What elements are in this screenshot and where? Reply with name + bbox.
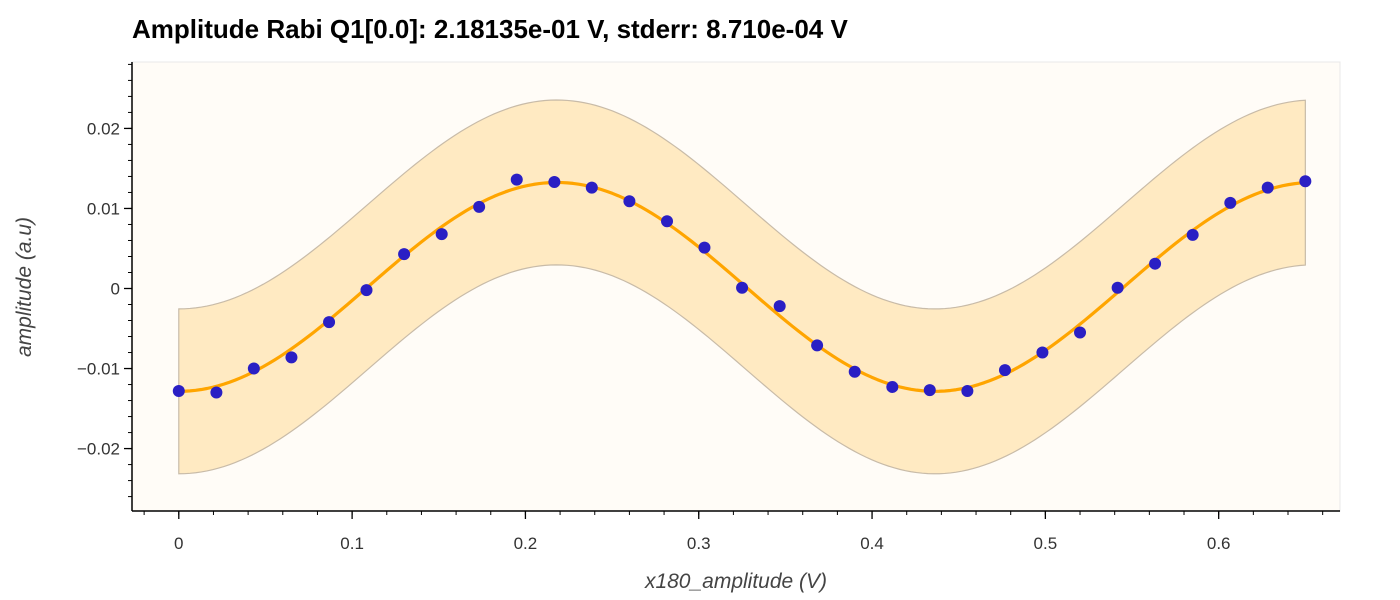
x-axis-label: x180_amplitude (V) bbox=[644, 570, 827, 593]
data-point bbox=[1261, 181, 1274, 194]
data-point bbox=[247, 362, 260, 375]
y-tick-label: 0.01 bbox=[87, 199, 120, 218]
data-point bbox=[360, 284, 373, 297]
data-point bbox=[811, 339, 824, 352]
y-tick-label: −0.02 bbox=[77, 440, 120, 459]
data-point bbox=[435, 228, 448, 241]
data-point bbox=[1224, 196, 1237, 209]
data-point bbox=[1111, 281, 1124, 294]
x-tick-label: 0.3 bbox=[687, 534, 711, 553]
data-point bbox=[323, 316, 336, 329]
y-tick-label: 0.02 bbox=[87, 119, 120, 138]
data-points-layer bbox=[172, 173, 1312, 399]
axes-layer: 0 0.1 0.2 0.3 0.4 0.5 0.6 0.02 0.01 0 −0.01 −0.02 bbox=[77, 62, 1340, 553]
x-tick-label: 0.4 bbox=[860, 534, 884, 553]
data-point bbox=[1299, 175, 1312, 188]
data-point bbox=[923, 384, 936, 397]
y-tick-label: 0 bbox=[111, 280, 120, 299]
x-tick-label: 0.1 bbox=[340, 534, 364, 553]
data-point bbox=[961, 384, 974, 397]
data-point bbox=[585, 181, 598, 194]
y-tick-label: −0.01 bbox=[77, 360, 120, 379]
data-point bbox=[1074, 326, 1087, 339]
x-tick-label: 0.2 bbox=[514, 534, 538, 553]
data-point bbox=[210, 386, 223, 399]
data-point bbox=[623, 195, 636, 208]
data-point bbox=[848, 365, 861, 378]
data-point bbox=[661, 215, 674, 228]
data-point bbox=[1186, 228, 1199, 241]
x-tick-label: 0 bbox=[174, 534, 183, 553]
data-point bbox=[886, 380, 899, 393]
y-axis-label: amplitude (a.u) bbox=[13, 217, 36, 357]
data-point bbox=[172, 384, 185, 397]
data-point bbox=[698, 241, 711, 254]
x-tick-label: 0.6 bbox=[1207, 534, 1231, 553]
data-point bbox=[1149, 257, 1162, 270]
data-point bbox=[548, 176, 561, 189]
data-point bbox=[398, 248, 411, 261]
data-point bbox=[510, 173, 523, 186]
data-point bbox=[736, 281, 749, 294]
chart-title: Amplitude Rabi Q1[0.0]: 2.18135e-01 V, s… bbox=[132, 14, 848, 44]
x-tick-label: 0.5 bbox=[1034, 534, 1058, 553]
data-point bbox=[773, 300, 786, 313]
data-point bbox=[285, 351, 298, 364]
data-point bbox=[1036, 346, 1049, 359]
data-point bbox=[998, 364, 1011, 377]
data-point bbox=[473, 200, 486, 213]
